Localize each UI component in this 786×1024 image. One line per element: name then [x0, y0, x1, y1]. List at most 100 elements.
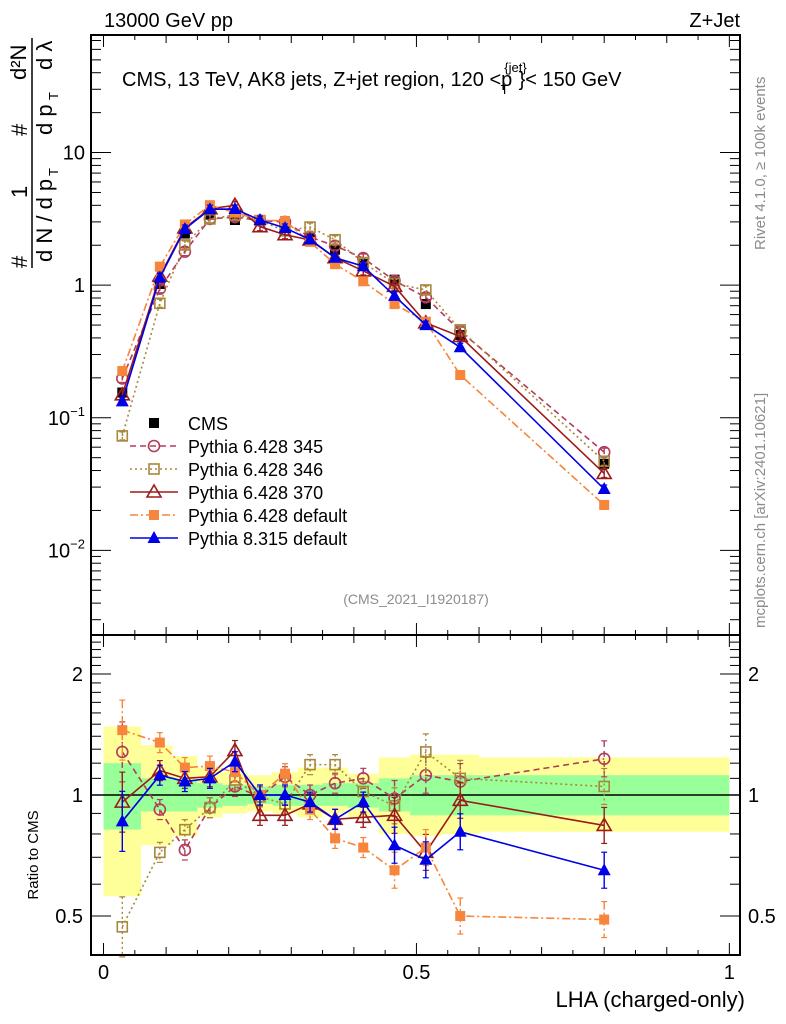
data-point	[328, 812, 342, 825]
legend-marker	[145, 483, 163, 498]
data-point	[358, 276, 369, 287]
data-point	[153, 803, 167, 816]
x-tick-label: 0.5	[403, 962, 431, 984]
y-tick-label: 2	[72, 664, 83, 686]
series-pythia-8-315-default	[115, 202, 611, 495]
ratio-bands	[91, 726, 740, 897]
data-point	[153, 282, 167, 296]
legend-label: Pythia 6.428 346	[188, 460, 323, 480]
data-point	[280, 215, 291, 226]
data-point	[154, 737, 165, 748]
data-point	[419, 318, 433, 331]
data-point	[303, 795, 317, 808]
data-point	[253, 212, 267, 225]
data-point	[253, 788, 267, 800]
ylabel-dN-dpT: d N / d p	[32, 179, 57, 262]
xlabel: LHA (charged-only)	[555, 987, 745, 1012]
data-point	[420, 299, 431, 310]
data-point	[455, 370, 466, 381]
legend-item: Pythia 8.315 default	[130, 529, 347, 549]
data-point	[453, 340, 467, 353]
ylabel-d2N: d²N	[6, 45, 31, 80]
data-point	[179, 239, 191, 251]
data-point	[597, 752, 611, 766]
data-point	[330, 833, 341, 844]
y-tick-label: 10−2	[48, 536, 85, 562]
legend-item: CMS	[149, 414, 228, 434]
main-series	[113, 196, 613, 510]
data-point	[178, 843, 192, 857]
data-point	[154, 297, 166, 310]
data-point	[304, 758, 316, 771]
data-point	[329, 233, 341, 246]
data-point	[386, 806, 403, 822]
series-pythia-8-315-default	[115, 751, 611, 889]
legend-item: Pythia 6.428 345	[130, 437, 323, 457]
legend-item: Pythia 6.428 346	[130, 460, 323, 480]
ylabel-hash-1: #	[7, 255, 32, 268]
data-point	[354, 808, 372, 824]
x-tick-label: 0	[98, 962, 109, 984]
data-point	[153, 768, 167, 781]
data-point	[115, 394, 129, 407]
ylabel-one: 1	[7, 186, 32, 198]
y-tick-label: 10	[63, 143, 85, 165]
data-point	[276, 226, 294, 241]
data-point	[598, 780, 610, 793]
series-line	[121, 751, 605, 852]
main-ylabel: # 1 d N / d p T # d²N d p T d λ	[6, 38, 61, 268]
data-point	[420, 284, 432, 296]
y-tick-label: 0.5	[55, 906, 83, 928]
data-point	[178, 774, 192, 787]
data-point	[153, 270, 167, 283]
legend-marker	[149, 510, 159, 520]
data-point	[388, 288, 402, 301]
legend: CMS Pythia 6.428 345 Pythia 6.428 346 Pythi…	[130, 414, 347, 549]
data-point	[204, 801, 216, 814]
data-point	[595, 816, 613, 832]
data-point	[599, 914, 610, 925]
header-right: Z+Jet	[689, 10, 740, 32]
data-point	[204, 761, 215, 772]
y-tick-label-right: 2	[748, 664, 759, 686]
legend-item: Pythia 6.428 default	[130, 506, 347, 526]
legend-label: Pythia 6.428 345	[188, 437, 323, 457]
data-point	[455, 911, 466, 922]
ratio-series	[113, 699, 613, 958]
data-point	[203, 202, 217, 215]
data-point	[420, 746, 432, 758]
y-tick-label-right: 1	[748, 785, 759, 807]
data-point	[356, 259, 370, 272]
data-point	[358, 842, 369, 853]
data-point	[597, 482, 611, 495]
data-point	[278, 788, 292, 800]
data-point	[329, 758, 341, 771]
data-point	[453, 824, 467, 837]
y-tick-label: 1	[72, 785, 83, 807]
plot-title-main: CMS, 13 TeV, AK8 jets, Z+jet region, 120…	[122, 69, 512, 91]
data-point	[179, 762, 190, 773]
data-point	[597, 863, 611, 876]
data-point	[115, 745, 129, 759]
series-line	[121, 208, 605, 490]
data-point	[276, 806, 294, 822]
series-line	[121, 750, 605, 928]
series-line	[121, 760, 605, 871]
data-point	[278, 220, 292, 233]
legend-label: Pythia 6.428 370	[188, 483, 323, 503]
data-point	[303, 232, 317, 245]
data-point	[389, 299, 400, 310]
data-point	[328, 776, 342, 790]
y-tick-label: 1	[74, 275, 85, 297]
data-point	[179, 823, 191, 836]
data-point	[116, 430, 129, 442]
header-left: 13000 GeV pp	[104, 10, 233, 32]
data-point	[330, 259, 341, 270]
data-point	[599, 499, 610, 510]
legend-label: CMS	[188, 414, 228, 434]
y-tick-label-right: 0.5	[748, 906, 776, 928]
data-point	[116, 921, 129, 933]
axes: 0 0.5 1 10−2 10−1 1 10 0.5 0.5 1 1 2 2	[48, 34, 776, 984]
ylabel-dlambda: d λ	[32, 41, 57, 70]
